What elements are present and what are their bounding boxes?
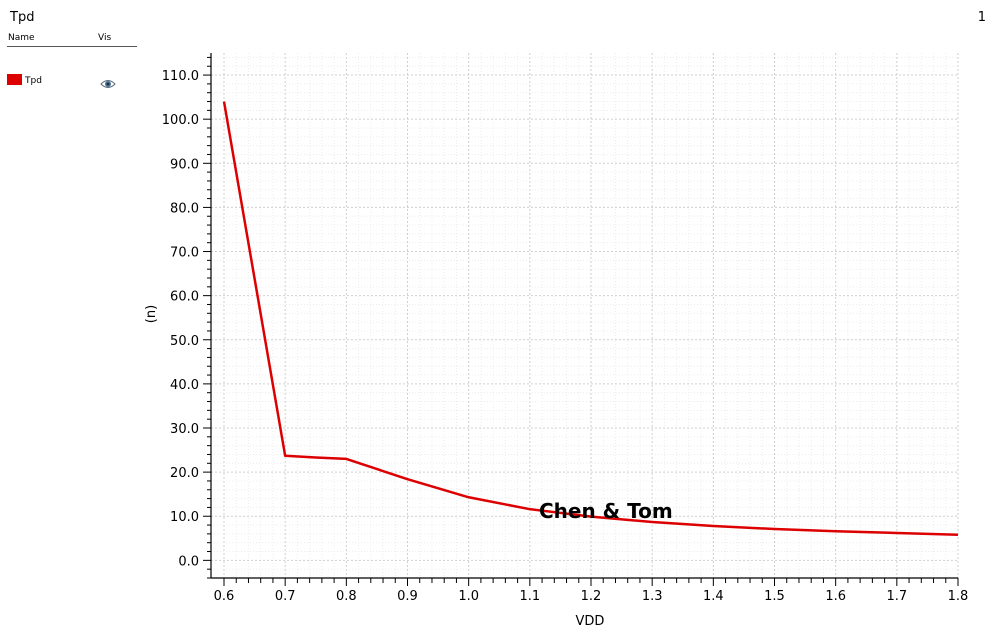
y-tick-label: 40.0 — [170, 378, 199, 393]
x-tick-label: 1.8 — [948, 589, 969, 604]
y-tick-label: 80.0 — [170, 201, 199, 216]
panel-title: Tpd — [10, 10, 35, 25]
x-tick-label: 1.4 — [703, 589, 724, 604]
x-tick-label: 1.1 — [519, 589, 540, 604]
x-tick-label: 0.8 — [336, 589, 357, 604]
legend-item-label: Tpd — [25, 76, 42, 86]
y-tick-label: 90.0 — [170, 157, 199, 172]
x-tick-label: 1.2 — [581, 589, 602, 604]
y-tick-label: 50.0 — [170, 334, 199, 349]
x-tick-label: 0.7 — [275, 589, 296, 604]
series-line-tpd — [222, 101, 959, 537]
legend-vis-header: Vis — [98, 33, 112, 43]
y-axis-title: (n) — [144, 305, 159, 323]
legend-header: Name Vis — [7, 33, 137, 47]
x-tick-label: 1.3 — [642, 589, 663, 604]
y-tick-label: 0.0 — [178, 554, 199, 569]
y-tick-label: 60.0 — [170, 290, 199, 305]
y-tick-label: 110.0 — [162, 69, 199, 84]
page-number: 1 — [977, 10, 986, 25]
x-tick-label: 1.5 — [764, 589, 785, 604]
x-tick-label: 1.7 — [886, 589, 907, 604]
legend-name-header: Name — [8, 33, 35, 43]
y-tick-label: 100.0 — [162, 113, 199, 128]
x-tick-label: 1.6 — [825, 589, 846, 604]
chart-series — [222, 101, 959, 537]
eye-icon[interactable] — [100, 75, 116, 88]
legend-item-tpd[interactable]: Tpd — [7, 73, 137, 89]
x-axis-title: VDD — [576, 614, 605, 629]
y-tick-label: 10.0 — [170, 510, 199, 525]
x-tick-label: 0.6 — [214, 589, 235, 604]
chart-grid — [211, 53, 959, 579]
legend-color-swatch — [7, 74, 22, 85]
x-tick-label: 0.9 — [397, 589, 418, 604]
watermark-text: Chen & Tom — [539, 499, 673, 523]
y-tick-label: 20.0 — [170, 466, 199, 481]
x-tick-label: 1.0 — [458, 589, 479, 604]
y-tick-label: 30.0 — [170, 422, 199, 437]
chart-axes: 0.6 0.7 0.8 0.9 1.0 1.1 1.2 1.3 1.4 1.5 1.6 1.7 1.8 0… — [162, 53, 969, 604]
y-tick-label: 70.0 — [170, 246, 199, 261]
